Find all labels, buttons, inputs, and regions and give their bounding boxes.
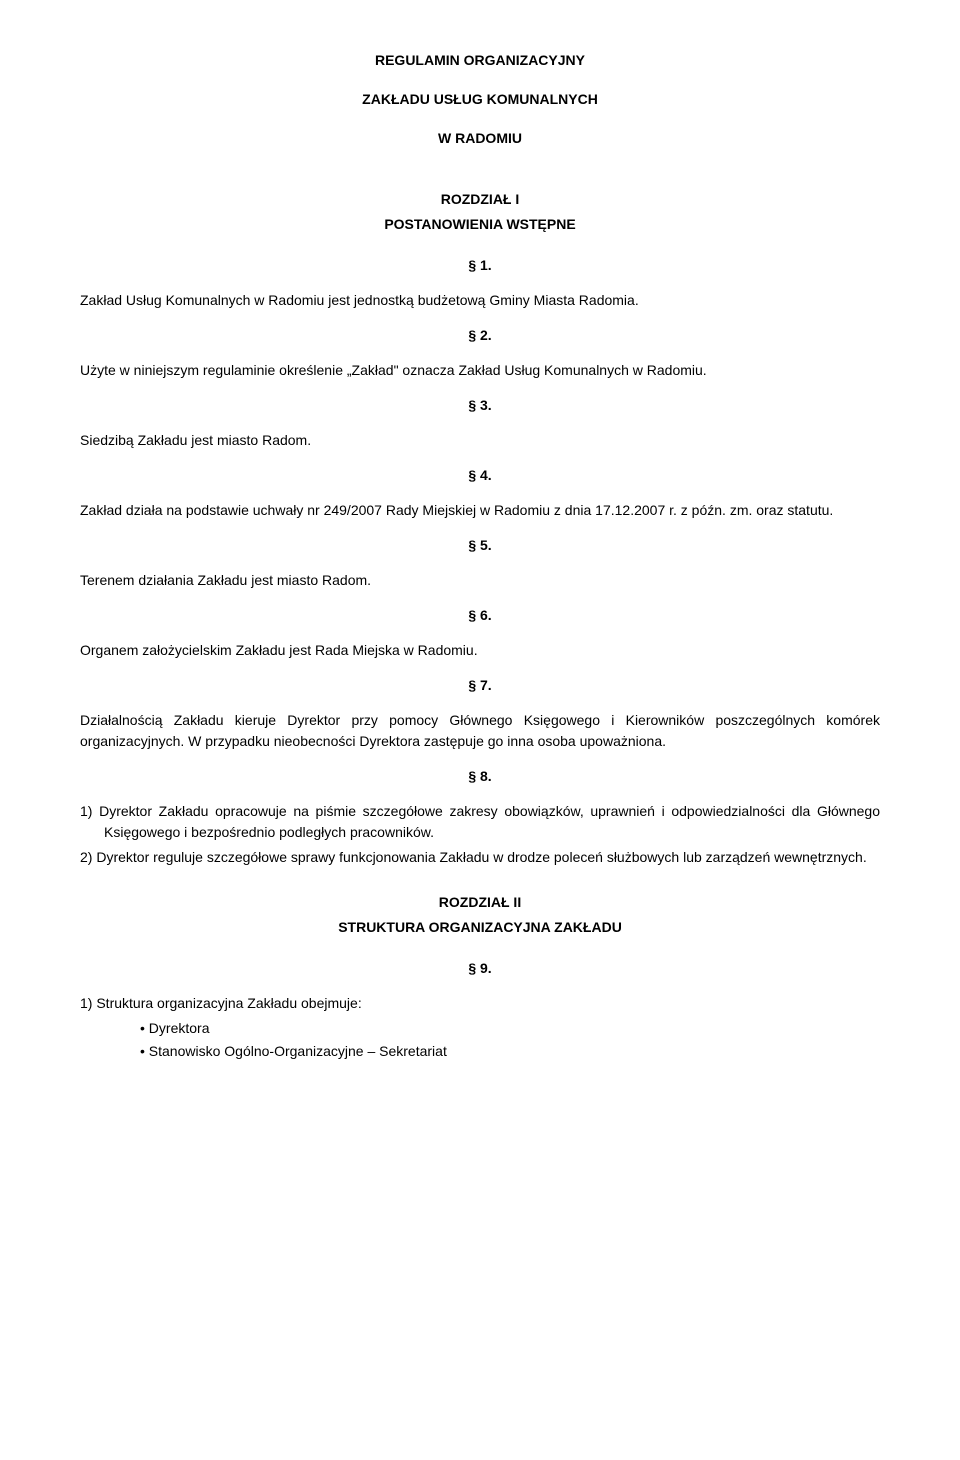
section-9-list: 1) Struktura organizacyjna Zakładu obejm… <box>80 993 880 1062</box>
section-9-bullets: • Dyrektora • Stanowisko Ogólno-Organiza… <box>140 1018 880 1062</box>
chapter-1-label: ROZDZIAŁ I <box>80 189 880 210</box>
chapter-1-heading: POSTANOWIENIA WSTĘPNE <box>80 214 880 235</box>
section-8-item-2: 2) Dyrektor reguluje szczegółowe sprawy … <box>80 847 880 868</box>
section-8-list: 1) Dyrektor Zakładu opracowuje na piśmie… <box>80 801 880 868</box>
section-1-number: § 1. <box>80 255 880 276</box>
section-9-number: § 9. <box>80 958 880 979</box>
section-4-number: § 4. <box>80 465 880 486</box>
title-line-3: W RADOMIU <box>80 128 880 149</box>
chapter-2-label: ROZDZIAŁ II <box>80 892 880 913</box>
section-5-text: Terenem działania Zakładu jest miasto Ra… <box>80 570 880 591</box>
section-3-text: Siedzibą Zakładu jest miasto Radom. <box>80 430 880 451</box>
section-2-text: Użyte w niniejszym regulaminie określeni… <box>80 360 880 381</box>
section-9-item-1: 1) Struktura organizacyjna Zakładu obejm… <box>80 993 880 1014</box>
section-8-item-1: 1) Dyrektor Zakładu opracowuje na piśmie… <box>80 801 880 843</box>
section-9-bullet-1: • Dyrektora <box>140 1018 880 1039</box>
title-line-2: ZAKŁADU USŁUG KOMUNALNYCH <box>80 89 880 110</box>
title-block: REGULAMIN ORGANIZACYJNY ZAKŁADU USŁUG KO… <box>80 50 880 149</box>
chapter-2-heading: STRUKTURA ORGANIZACYJNA ZAKŁADU <box>80 917 880 938</box>
section-6-text: Organem założycielskim Zakładu jest Rada… <box>80 640 880 661</box>
section-4-text: Zakład działa na podstawie uchwały nr 24… <box>80 500 880 521</box>
section-9-bullet-2: • Stanowisko Ogólno-Organizacyjne – Sekr… <box>140 1041 880 1062</box>
section-1-text: Zakład Usług Komunalnych w Radomiu jest … <box>80 290 880 311</box>
section-2-number: § 2. <box>80 325 880 346</box>
section-7-text: Działalnością Zakładu kieruje Dyrektor p… <box>80 710 880 752</box>
section-3-number: § 3. <box>80 395 880 416</box>
section-5-number: § 5. <box>80 535 880 556</box>
section-6-number: § 6. <box>80 605 880 626</box>
title-line-1: REGULAMIN ORGANIZACYJNY <box>80 50 880 71</box>
section-7-number: § 7. <box>80 675 880 696</box>
section-8-number: § 8. <box>80 766 880 787</box>
